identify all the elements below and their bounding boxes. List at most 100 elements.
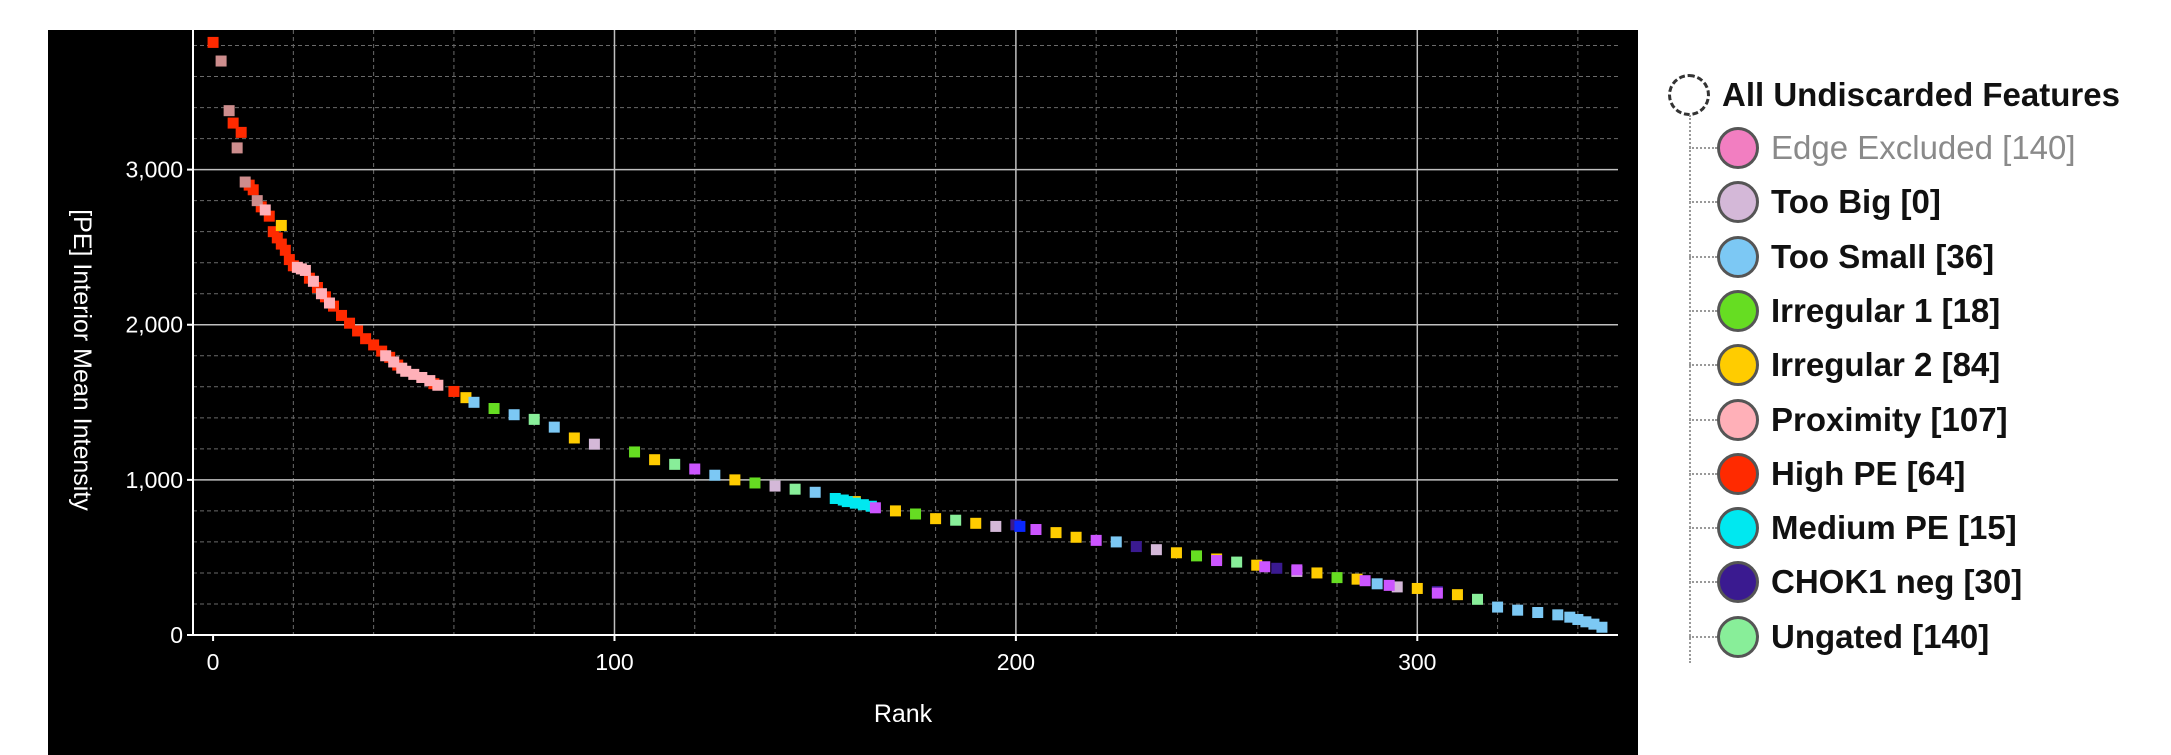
data-point bbox=[1311, 567, 1323, 579]
data-point bbox=[1580, 616, 1592, 628]
legend-item-label: Proximity [107] bbox=[1771, 400, 2008, 438]
data-point bbox=[841, 496, 853, 508]
tree-branch-line bbox=[1689, 364, 1717, 367]
legend-item[interactable]: Too Small [36] bbox=[1689, 231, 1994, 283]
data-point bbox=[344, 317, 356, 329]
y-tick-label: 3,000 bbox=[125, 157, 183, 183]
legend-item[interactable]: Proximity [107] bbox=[1689, 394, 2008, 446]
gate-color-circle-icon bbox=[1717, 344, 1759, 387]
scatter-plot: 0 1,000 2,000 3,000 0 100 200 300 Rank [PE] In… bbox=[68, 30, 1618, 728]
data-point bbox=[629, 446, 641, 458]
data-point bbox=[1150, 544, 1162, 556]
data-point bbox=[990, 520, 1002, 532]
data-point bbox=[1050, 527, 1062, 539]
legend-root-label: All Undiscarded Features bbox=[1722, 76, 2120, 113]
data-point bbox=[307, 275, 319, 287]
data-point bbox=[1030, 524, 1042, 536]
gate-color-circle-icon bbox=[1717, 289, 1759, 332]
tree-connector-line bbox=[1689, 115, 1691, 663]
legend-item-label: Ungated [140] bbox=[1771, 617, 1990, 655]
data-point bbox=[1532, 607, 1544, 619]
data-point bbox=[809, 486, 821, 498]
legend-item[interactable]: Irregular 2 [84] bbox=[1689, 339, 2000, 391]
data-point bbox=[709, 469, 721, 481]
gate-color-circle-icon bbox=[1717, 235, 1759, 278]
data-point bbox=[1251, 559, 1263, 571]
y-tick-label: 0 bbox=[170, 622, 183, 648]
legend-item[interactable]: Ungated [140] bbox=[1689, 611, 1989, 663]
data-point bbox=[588, 438, 600, 450]
data-point bbox=[1512, 604, 1524, 616]
y-axis-ticks: 0 1,000 2,000 3,000 bbox=[125, 157, 193, 648]
data-point bbox=[460, 392, 472, 404]
data-point bbox=[1371, 578, 1383, 590]
dashed-circle-icon bbox=[1668, 74, 1710, 116]
data-point bbox=[950, 514, 962, 526]
legend-item-label: CHOK1 neg [30] bbox=[1771, 563, 2023, 601]
data-point bbox=[1090, 534, 1102, 546]
data-point bbox=[970, 517, 982, 529]
data-point bbox=[1130, 541, 1142, 553]
data-point bbox=[1070, 531, 1082, 543]
legend-item-label: High PE [64] bbox=[1771, 454, 1966, 492]
data-point bbox=[1596, 621, 1608, 633]
data-point bbox=[432, 379, 444, 391]
legend-item[interactable]: High PE [64] bbox=[1689, 448, 1965, 500]
data-point bbox=[360, 333, 372, 345]
gate-color-circle-icon bbox=[1717, 398, 1759, 441]
y-tick-label: 1,000 bbox=[125, 467, 183, 493]
tree-branch-line bbox=[1689, 147, 1717, 149]
data-point bbox=[1572, 613, 1584, 625]
tree-branch-line bbox=[1689, 635, 1717, 638]
data-point bbox=[1351, 573, 1363, 585]
legend-item[interactable]: CHOK1 neg [30] bbox=[1689, 556, 2022, 608]
data-point bbox=[568, 432, 580, 444]
data-point bbox=[1564, 611, 1576, 623]
gate-legend-tree: All Undiscarded Features Edge Excluded [… bbox=[1660, 60, 2171, 700]
chart-panel: 0 1,000 2,000 3,000 0 100 200 300 Rank [PE] In… bbox=[48, 30, 1638, 755]
data-point bbox=[1383, 579, 1395, 591]
legend-item[interactable]: Too Big [0] bbox=[1689, 176, 1941, 228]
data-point bbox=[215, 55, 227, 67]
data-points bbox=[207, 36, 1608, 633]
data-point bbox=[400, 365, 412, 377]
data-point bbox=[1271, 562, 1283, 574]
data-point bbox=[789, 483, 801, 495]
tree-branch-line bbox=[1689, 581, 1717, 584]
data-point bbox=[279, 244, 291, 256]
major-grid bbox=[192, 30, 1618, 636]
tree-branch-line bbox=[1689, 255, 1717, 258]
legend-item[interactable]: Medium PE [15] bbox=[1689, 502, 2017, 554]
data-point bbox=[227, 117, 239, 129]
legend-item-label: Too Small [36] bbox=[1771, 237, 1995, 275]
minor-grid bbox=[193, 30, 1618, 635]
data-point bbox=[910, 508, 922, 520]
data-point bbox=[235, 126, 247, 138]
data-point bbox=[689, 463, 701, 475]
y-tick-label: 2,000 bbox=[125, 312, 183, 338]
data-point bbox=[315, 288, 327, 300]
data-point bbox=[1391, 581, 1403, 593]
tree-branch-line bbox=[1689, 418, 1717, 421]
data-point bbox=[1331, 572, 1343, 584]
gate-color-circle-icon bbox=[1717, 561, 1759, 604]
legend-item-label: Medium PE [15] bbox=[1771, 509, 2017, 547]
data-point bbox=[231, 142, 243, 154]
data-point bbox=[1552, 609, 1564, 621]
legend-item[interactable]: Irregular 1 [18] bbox=[1689, 285, 2000, 337]
tree-branch-line bbox=[1689, 201, 1717, 204]
gate-color-circle-icon bbox=[1717, 127, 1759, 169]
data-point bbox=[1451, 589, 1463, 601]
legend-root-item[interactable]: All Undiscarded Features bbox=[1668, 70, 2120, 120]
gate-color-circle-icon bbox=[1717, 452, 1759, 495]
data-point bbox=[1472, 593, 1484, 605]
data-point bbox=[857, 499, 869, 511]
x-axis-label: Rank bbox=[874, 700, 933, 728]
data-point bbox=[1411, 582, 1423, 594]
legend-item[interactable]: Edge Excluded [140] bbox=[1689, 122, 2076, 174]
data-point bbox=[1110, 536, 1122, 548]
x-tick-label: 200 bbox=[997, 649, 1035, 675]
tree-branch-line bbox=[1689, 472, 1717, 475]
data-point bbox=[548, 421, 560, 433]
data-point bbox=[889, 505, 901, 517]
